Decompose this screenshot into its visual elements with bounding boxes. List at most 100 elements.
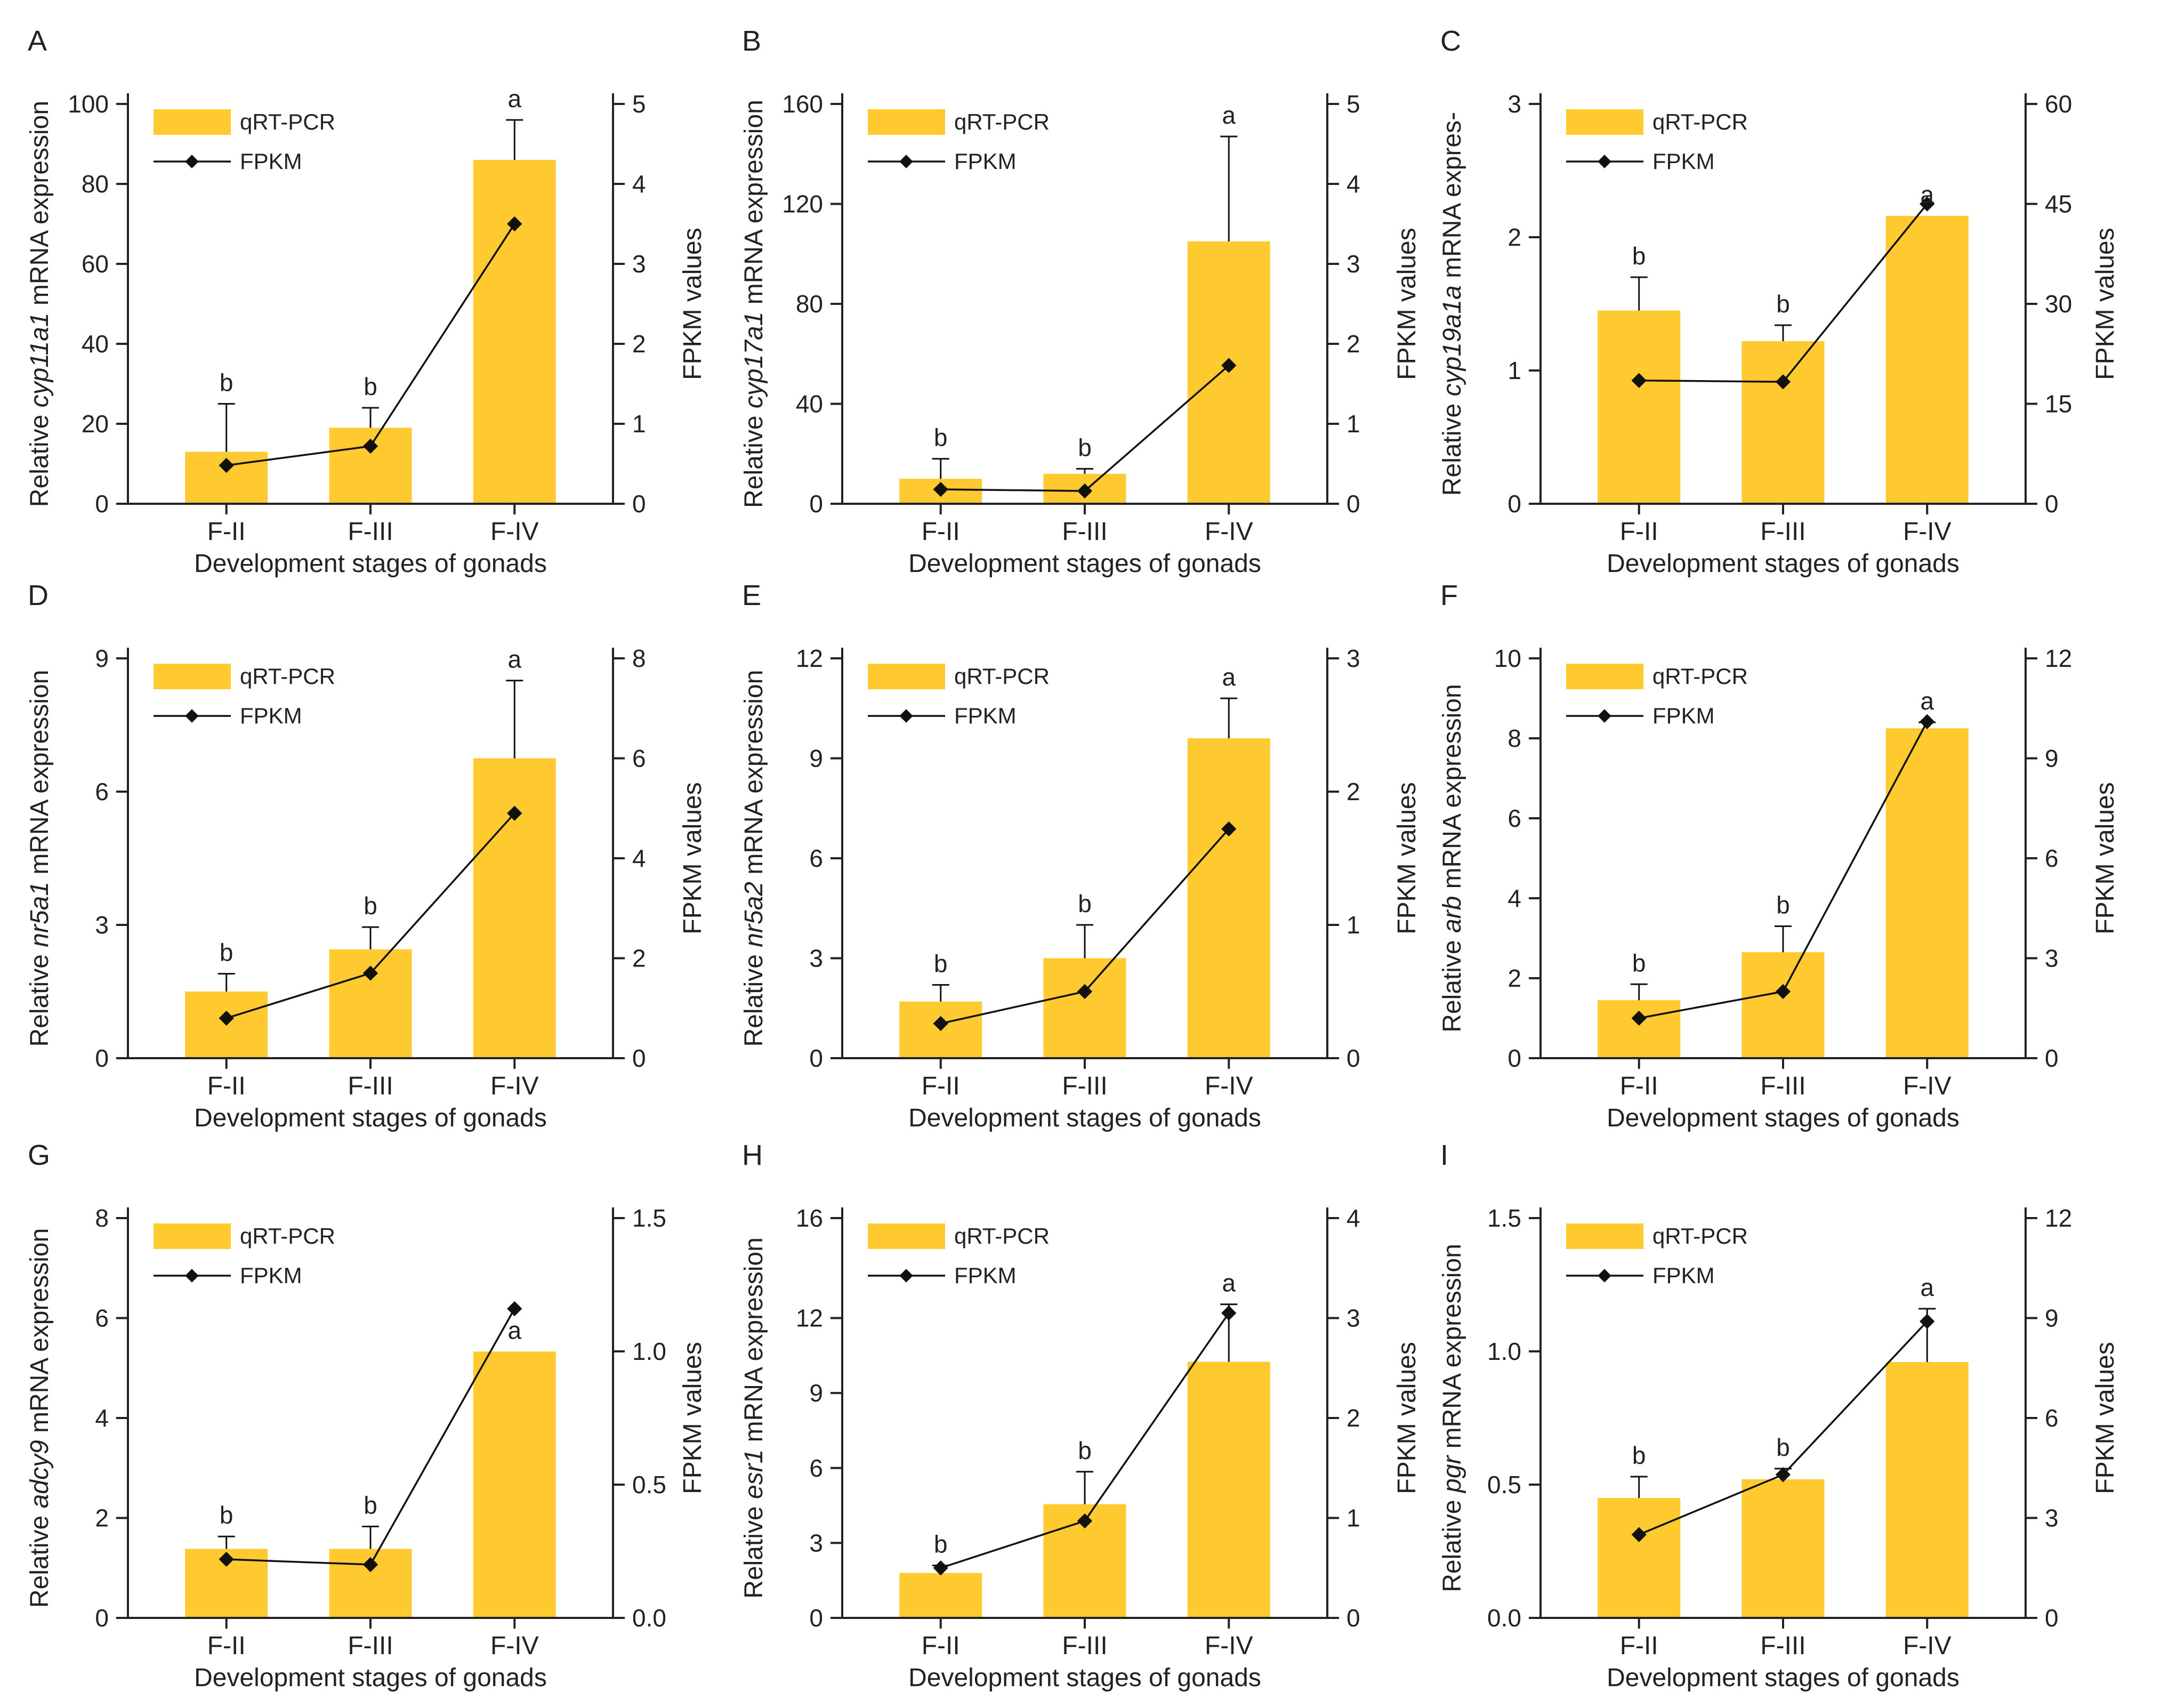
y-axis-title: Relative cyp19a1a mRNA expres-: [1438, 112, 1466, 496]
x-tick-label: F-III: [1062, 518, 1107, 546]
y-tick-label: 8: [1507, 724, 1521, 752]
y2-tick-label: 9: [2045, 745, 2059, 772]
bar: [1741, 341, 1825, 504]
x-tick-label: F-II: [922, 1632, 960, 1660]
significance-letter: b: [1776, 1433, 1790, 1461]
bar: [1043, 958, 1126, 1058]
legend-swatch-bar: [1566, 109, 1643, 135]
x-axis-title: Development stages of gonads: [1607, 1104, 1960, 1132]
y-axis-title-gene: cyp11a1: [26, 312, 54, 407]
x-tick-label: F-II: [922, 1072, 960, 1100]
fpkm-marker: [1077, 1513, 1093, 1529]
y-axis-title-suffix: mRNA expression: [740, 670, 768, 882]
significance-letter: b: [1632, 242, 1646, 270]
fpkm-marker: [1920, 196, 1935, 212]
y-tick-label: 0.0: [1487, 1604, 1521, 1632]
y-axis-title-prefix: Relative: [740, 1499, 768, 1599]
y2-tick-label: 0: [2045, 490, 2059, 518]
panel-i: Ib b a 0.0 0.5 1.0 1.5 0 3 6 9 12 F-II F-III F-IV Devel…: [1438, 1139, 2119, 1692]
y-axis-title: Relative pgr mRNA expression: [1438, 1244, 1466, 1592]
bar: [1885, 728, 1969, 1058]
fpkm-marker: [933, 1016, 948, 1032]
y-axis-title-suffix: mRNA expression: [1438, 684, 1466, 896]
y2-tick-label: 5: [1346, 90, 1360, 118]
y2-tick-label: 0: [1346, 1044, 1360, 1072]
y2-axis-title: FPKM values: [2091, 228, 2119, 380]
y-axis-title-gene: arb: [1438, 896, 1466, 933]
y-axis-title: Relative cyp17a1 mRNA expression: [740, 100, 768, 508]
fpkm-marker: [1221, 358, 1237, 373]
y2-tick-label: 9: [2045, 1304, 2059, 1332]
y-tick-label: 0: [809, 1044, 823, 1072]
y-tick-label: 9: [95, 644, 109, 672]
fpkm-marker: [1775, 374, 1791, 390]
y-tick-label: 9: [809, 745, 823, 772]
y-axis-title-prefix: Relative: [26, 407, 54, 507]
y2-tick-label: 3: [2045, 945, 2059, 972]
y-tick-label: 2: [95, 1504, 109, 1532]
significance-letter: a: [1222, 1269, 1236, 1297]
fpkm-marker: [362, 1557, 378, 1573]
y-tick-label: 10: [1494, 644, 1521, 672]
y-tick-label: 120: [782, 190, 823, 218]
x-tick-label: F-IV: [490, 1072, 539, 1100]
legend-swatch-bar: [154, 1223, 231, 1249]
significance-letter: a: [1920, 687, 1934, 715]
x-tick-label: F-II: [207, 1072, 246, 1100]
y-tick-label: 12: [796, 1304, 823, 1332]
bar: [1741, 1479, 1825, 1618]
y2-tick-label: 1: [1346, 911, 1360, 939]
y-axis-title-suffix: mRNA expression: [26, 101, 54, 312]
y2-axis-title: FPKM values: [1393, 228, 1421, 380]
panel-b: Bb b a 0 40 80 120 160 0 1 2 3 4 5 F-II F-III F-IV Develo…: [740, 25, 1421, 578]
legend-label-line: FPKM: [954, 149, 1017, 174]
panel-letter: E: [742, 579, 761, 611]
bar: [1885, 216, 1969, 504]
y-axis-title-gene: nr5a1: [26, 882, 54, 947]
fpkm-marker: [1775, 1467, 1791, 1483]
x-axis-title: Development stages of gonads: [908, 550, 1261, 578]
y2-tick-label: 1: [632, 410, 646, 438]
significance-letter: b: [1776, 290, 1790, 318]
y2-tick-label: 0: [2045, 1604, 2059, 1632]
y2-axis-title: FPKM values: [679, 228, 707, 380]
y2-tick-label: 2: [1346, 330, 1360, 358]
legend-label-bar: qRT-PCR: [954, 664, 1050, 689]
x-tick-label: F-IV: [1903, 1632, 1952, 1660]
legend-swatch-bar: [868, 1223, 945, 1249]
y2-tick-label: 1.5: [632, 1204, 666, 1232]
y2-tick-label: 8: [632, 644, 646, 672]
bar: [329, 949, 412, 1058]
x-tick-label: F-IV: [490, 518, 539, 546]
fpkm-marker: [1631, 1010, 1647, 1026]
significance-letter: a: [1222, 663, 1236, 691]
y2-tick-label: 1: [1346, 1504, 1360, 1532]
y-tick-label: 3: [95, 911, 109, 939]
legend-swatch-marker: [1598, 155, 1611, 168]
y2-axis-title: FPKM values: [1393, 1342, 1421, 1494]
y-tick-label: 3: [809, 945, 823, 972]
y-axis-title-gene: nr5a2: [740, 882, 768, 947]
x-tick-label: F-IV: [1903, 518, 1952, 546]
legend-label-bar: qRT-PCR: [954, 1223, 1050, 1248]
y-tick-label: 60: [82, 250, 109, 278]
legend-swatch-bar: [868, 664, 945, 689]
y-tick-label: 1: [1507, 357, 1521, 384]
x-tick-label: F-II: [207, 518, 246, 546]
significance-letter: b: [1632, 949, 1646, 977]
legend-swatch-marker: [185, 1269, 199, 1283]
legend-label-bar: qRT-PCR: [1652, 1223, 1748, 1248]
legend-swatch-marker: [899, 155, 913, 168]
legend-label-line: FPKM: [240, 703, 302, 728]
x-tick-label: F-IV: [1205, 1072, 1253, 1100]
y-axis-title-prefix: Relative: [740, 408, 768, 508]
y2-tick-label: 15: [2045, 390, 2072, 418]
significance-letter: b: [934, 950, 948, 978]
y-tick-label: 9: [809, 1379, 823, 1407]
y-tick-label: 6: [1507, 804, 1521, 832]
legend-swatch-marker: [1598, 1269, 1611, 1283]
y2-tick-label: 6: [2045, 1404, 2059, 1432]
fpkm-marker: [507, 805, 522, 821]
